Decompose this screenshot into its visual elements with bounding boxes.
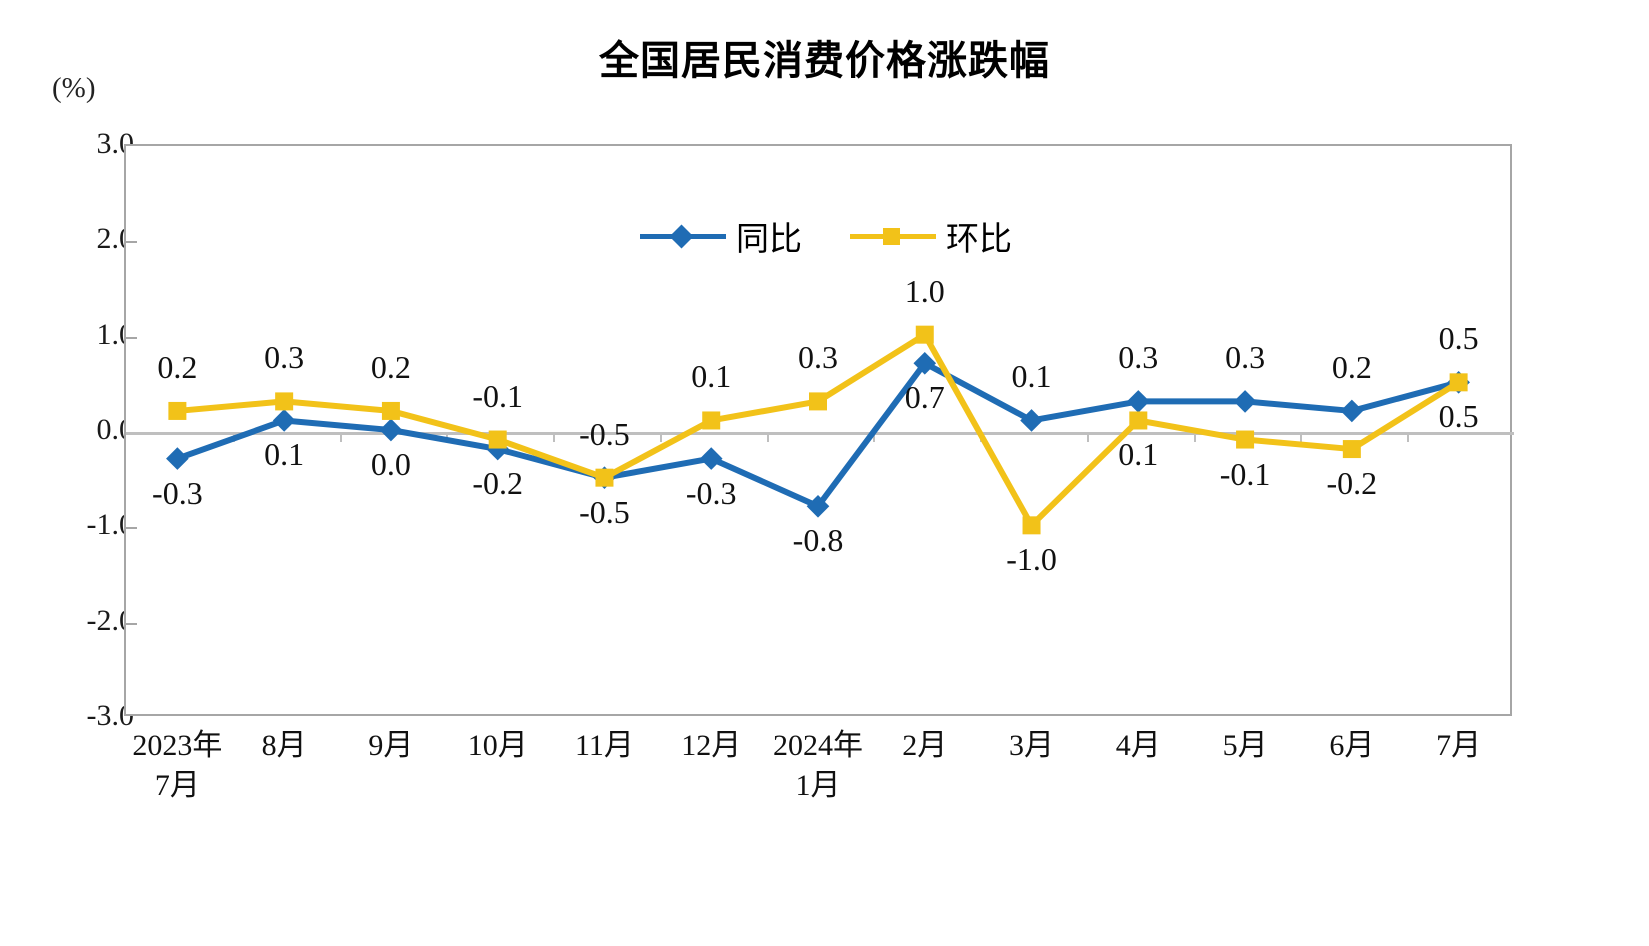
x-label-line-1: 2023年 <box>132 729 223 762</box>
x-label-line-1: 7月 <box>1436 729 1482 762</box>
data-point-label: 0.1 <box>691 358 732 395</box>
x-axis-category-label: 2023年 7月 <box>92 726 262 806</box>
x-label-line-2: 1月 <box>795 769 841 802</box>
x-axis-category-label: 4月 <box>1053 726 1223 766</box>
data-point-label: 0.5 <box>1438 320 1479 357</box>
legend-label: 同比 <box>736 220 802 257</box>
y-axis-tick-mark <box>126 527 137 530</box>
data-point-label: 0.3 <box>1225 339 1266 376</box>
x-axis-tick-mark <box>659 432 662 442</box>
x-axis-tick-mark <box>553 432 556 442</box>
data-point-label: 1.0 <box>904 272 945 309</box>
data-point-label: -0.2 <box>1326 465 1378 502</box>
legend-item-环比[interactable]: 环比 <box>850 212 1012 260</box>
x-label-line-1: 3月 <box>1009 729 1055 762</box>
x-axis-tick-mark <box>873 432 876 442</box>
legend-square-marker-icon <box>883 228 900 245</box>
legend-item-同比[interactable]: 同比 <box>640 212 802 260</box>
data-point-label: -0.1 <box>472 377 524 414</box>
y-axis-tick-mark <box>126 336 137 339</box>
data-point-label: -0.3 <box>685 474 737 511</box>
y-axis-tick-mark <box>126 241 137 244</box>
x-axis-tick-mark <box>1086 432 1089 442</box>
x-axis-category-label: 11月 <box>519 726 689 766</box>
data-point-label: -0.5 <box>579 493 630 530</box>
x-axis-category-label: 7月 <box>1374 726 1544 766</box>
data-point-label: 0.1 <box>264 436 305 473</box>
data-point-label: -0.5 <box>579 415 630 452</box>
data-point-label: 0.5 <box>1438 398 1479 435</box>
data-point-label: 0.2 <box>1331 348 1372 385</box>
x-axis-category-label: 12月 <box>626 726 796 766</box>
x-label-line-1: 2024年 <box>773 729 863 762</box>
zero-baseline <box>126 432 1514 435</box>
y-axis-tick-mark <box>126 622 137 625</box>
x-label-line-1: 11月 <box>575 729 634 762</box>
x-axis-category-label: 2024年 1月 <box>733 726 903 806</box>
x-label-line-1: 2月 <box>902 729 948 762</box>
legend-swatch-icon <box>850 223 936 249</box>
data-point-label: 0.2 <box>157 348 198 385</box>
legend-diamond-marker-icon <box>669 224 694 249</box>
x-label-line-1: 6月 <box>1329 729 1375 762</box>
legend-label: 环比 <box>946 220 1012 257</box>
data-point-label: -0.3 <box>152 474 203 511</box>
data-point-label: 0.1 <box>1118 436 1159 473</box>
x-label-line-1: 12月 <box>681 729 742 762</box>
x-label-line-1: 9月 <box>368 729 414 762</box>
x-axis-tick-mark <box>232 432 235 442</box>
x-axis-category-label: 8月 <box>199 726 369 766</box>
data-point-label: 0.0 <box>370 446 411 482</box>
x-axis-category-label: 9月 <box>306 726 476 766</box>
x-label-line-2: 7月 <box>154 769 200 802</box>
data-point-label: 0.7 <box>904 379 945 416</box>
chart-legend: 同比 环比 <box>640 212 1012 260</box>
data-point-label: -1.0 <box>1006 541 1057 578</box>
y-axis-tick-label: 1.0 <box>96 317 135 351</box>
data-point-label: -0.8 <box>792 522 844 559</box>
legend-swatch-icon <box>640 223 726 249</box>
y-axis-tick-label: 3.0 <box>96 127 135 160</box>
y-axis-tick-label: -1.0 <box>86 508 135 542</box>
y-axis-tick-label: 0.0 <box>96 413 135 446</box>
y-axis-unit-label: (%) <box>52 72 96 104</box>
x-axis-tick-mark <box>446 432 449 442</box>
x-axis-tick-mark <box>339 432 342 442</box>
x-label-line-1: 5月 <box>1222 729 1268 762</box>
x-label-line-1: 4月 <box>1115 729 1161 762</box>
y-axis-tick-label: -2.0 <box>86 603 135 637</box>
x-axis-tick-mark <box>980 432 983 442</box>
data-point-label: 0.3 <box>1118 339 1159 376</box>
data-point-label: 0.1 <box>1011 358 1052 395</box>
data-point-label: 0.3 <box>264 339 305 376</box>
data-point-label: -0.1 <box>1219 455 1271 492</box>
x-axis-category-label: 10月 <box>413 726 583 766</box>
x-axis-tick-mark <box>1300 432 1303 442</box>
x-axis-category-label: 2月 <box>840 726 1010 766</box>
data-point-label: -0.2 <box>472 465 524 502</box>
x-axis-category-label: 3月 <box>947 726 1117 766</box>
data-point-label: 0.3 <box>798 339 838 376</box>
x-axis-category-label: 6月 <box>1267 726 1437 766</box>
x-axis-tick-mark <box>766 432 769 442</box>
chart-title: 全国居民消费价格涨跌幅 <box>599 39 1050 83</box>
x-label-line-1: 10月 <box>467 729 528 762</box>
x-axis-tick-mark <box>1193 432 1196 442</box>
data-point-label: 0.2 <box>370 348 411 385</box>
x-axis-tick-mark <box>1407 432 1410 442</box>
x-label-line-1: 8月 <box>261 729 307 762</box>
y-axis-tick-label: 2.0 <box>96 222 135 256</box>
x-axis-category-label: 5月 <box>1160 726 1330 766</box>
